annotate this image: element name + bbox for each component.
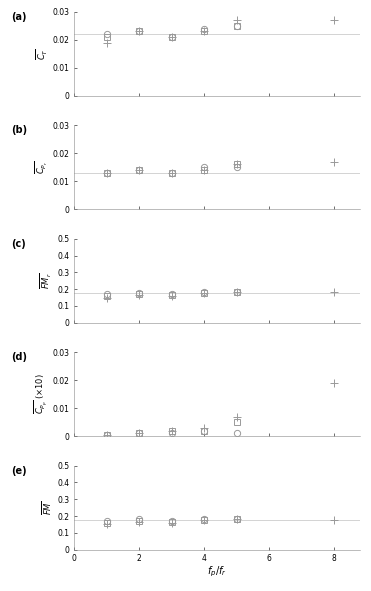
Y-axis label: $\overline{FM_r}$: $\overline{FM_r}$ bbox=[39, 272, 55, 289]
Text: (b): (b) bbox=[12, 125, 27, 135]
Text: (a): (a) bbox=[12, 12, 27, 22]
Text: (e): (e) bbox=[12, 466, 27, 476]
Y-axis label: $\overline{C_T}$: $\overline{C_T}$ bbox=[34, 48, 50, 60]
Text: (c): (c) bbox=[12, 239, 26, 249]
Y-axis label: $\overline{C_{P_p}}$ ($\times$10): $\overline{C_{P_p}}$ ($\times$10) bbox=[32, 374, 50, 414]
X-axis label: $f_p/f_r$: $f_p/f_r$ bbox=[207, 565, 227, 579]
Y-axis label: $\overline{FM}$: $\overline{FM}$ bbox=[40, 501, 55, 515]
Text: (d): (d) bbox=[12, 352, 27, 362]
Y-axis label: $\overline{C_{P_r}}$: $\overline{C_{P_r}}$ bbox=[33, 161, 50, 174]
